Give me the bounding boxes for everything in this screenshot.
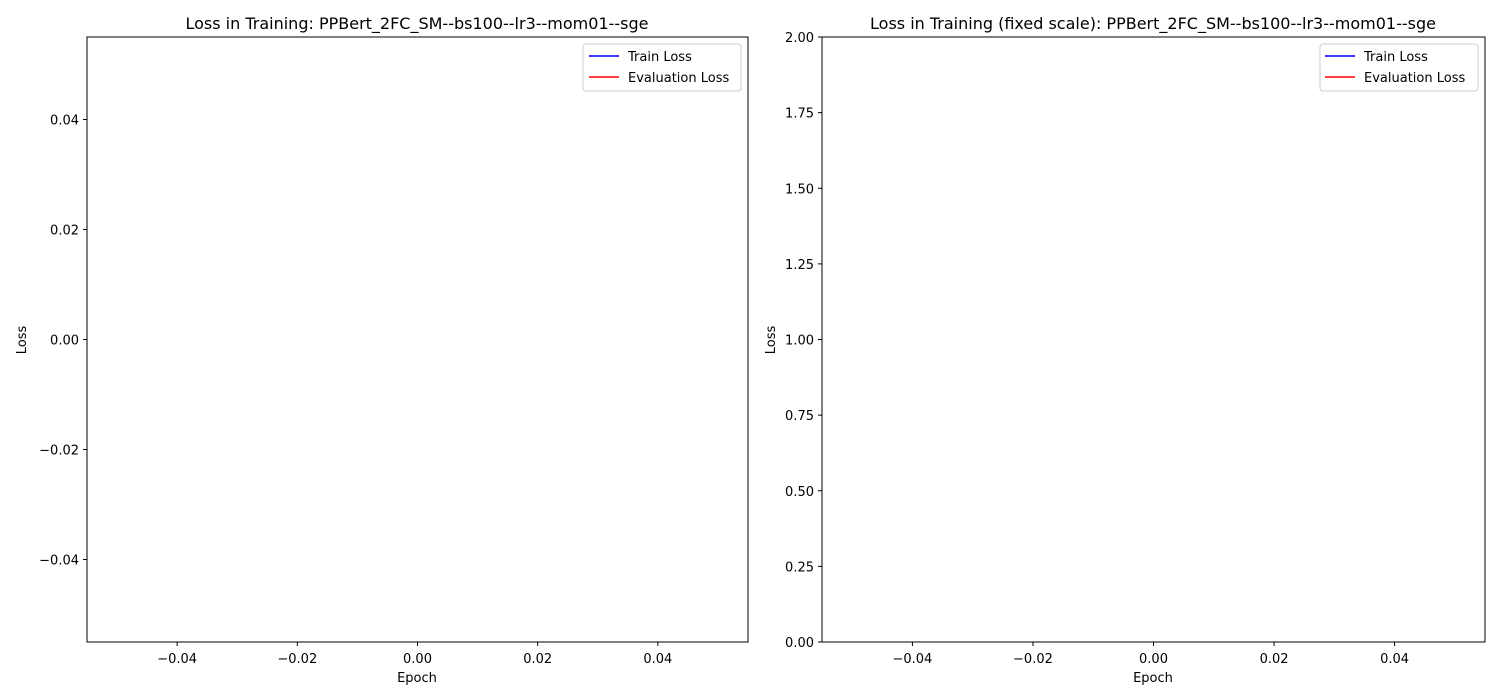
legend-label-train-loss: Train Loss	[1363, 50, 1428, 65]
x-axis-label: Epoch	[397, 671, 437, 686]
legend-label-train-loss: Train Loss	[627, 50, 692, 65]
y-tick-label: 0.75	[785, 409, 814, 424]
y-axis: 0.00 0.25 0.50 0.75 1.00 1.25 1.50 1.75 2.00	[785, 31, 822, 651]
legend: Train Loss Evaluation Loss	[1319, 43, 1479, 92]
x-tick-label: −0.02	[1013, 652, 1053, 667]
y-tick-label: 1.75	[785, 107, 814, 122]
x-tick-label: 0.02	[523, 652, 552, 667]
y-tick-label: 0.02	[50, 224, 79, 239]
y-tick-label: 1.25	[785, 258, 814, 273]
y-tick-label: 2.00	[785, 31, 814, 46]
x-tick-label: 0.00	[1139, 652, 1168, 667]
x-tick-label: 0.04	[1380, 652, 1409, 667]
x-tick-label: 0.00	[403, 652, 432, 667]
x-tick-label: −0.02	[277, 652, 317, 667]
legend-label-evaluation-loss: Evaluation Loss	[628, 71, 729, 86]
y-tick-label: 0.25	[785, 560, 814, 575]
x-axis: −0.04 −0.02 0.00 0.02 0.04	[892, 642, 1409, 667]
legend: Train Loss Evaluation Loss	[582, 43, 742, 92]
plot-area	[821, 36, 1486, 643]
chart-title: Loss in Training: PPBert_2FC_SM--bs100--…	[185, 14, 648, 34]
y-tick-label: 0.00	[785, 636, 814, 651]
y-tick-label: 0.50	[785, 485, 814, 500]
y-tick-label: −0.02	[39, 444, 79, 459]
y-tick-label: −0.04	[39, 554, 79, 569]
x-axis-label: Epoch	[1133, 671, 1173, 686]
x-tick-label: 0.04	[643, 652, 672, 667]
loss-chart-fixed-scale: Loss in Training (fixed scale): PPBert_2…	[764, 14, 1486, 686]
y-axis: −0.04 −0.02 0.00 0.02 0.04	[39, 114, 87, 569]
loss-chart-auto-scale: Loss in Training: PPBert_2FC_SM--bs100--…	[15, 14, 749, 686]
x-tick-label: −0.04	[892, 652, 932, 667]
legend-box	[1319, 43, 1479, 92]
legend-label-evaluation-loss: Evaluation Loss	[1364, 71, 1465, 86]
chart-title: Loss in Training (fixed scale): PPBert_2…	[870, 14, 1436, 34]
x-tick-label: −0.04	[157, 652, 197, 667]
y-axis-label: Loss	[15, 326, 30, 355]
y-tick-label: 0.04	[50, 114, 79, 129]
x-tick-label: 0.02	[1260, 652, 1289, 667]
plot-area	[86, 36, 749, 643]
y-tick-label: 1.50	[785, 182, 814, 197]
legend-box	[582, 43, 742, 92]
x-axis: −0.04 −0.02 0.00 0.02 0.04	[157, 642, 672, 667]
y-axis-label: Loss	[764, 326, 779, 355]
y-tick-label: 1.00	[785, 334, 814, 349]
y-tick-label: 0.00	[50, 334, 79, 349]
